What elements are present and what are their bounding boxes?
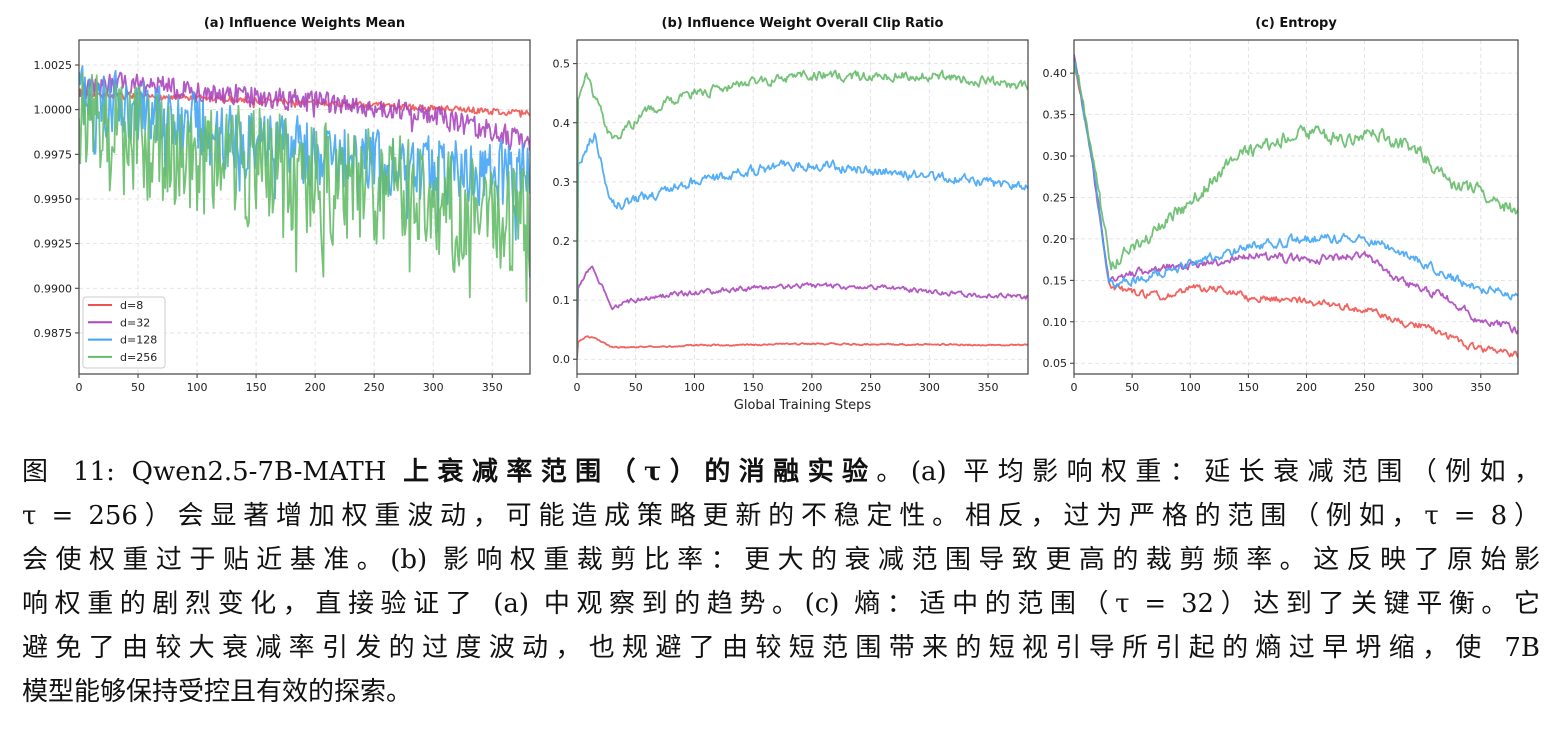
chart-title: (b) Influence Weight Overall Clip Ratio: [662, 16, 944, 31]
legend-label: d=128: [120, 334, 157, 347]
x-tick-label: 50: [629, 381, 643, 394]
series-line-d-32: [1074, 54, 1518, 335]
y-tick-label: 0.9925: [34, 238, 73, 251]
caption-bold-text: 上衰减率范围（τ）的消融实验: [403, 457, 877, 487]
y-tick-label: 0.9900: [34, 282, 73, 295]
figure-caption: 图 11: Qwen2.5-7B-MATH 上衰减率范围（τ）的消融实验。(a)…: [22, 450, 1540, 714]
axes-frame: [576, 39, 1029, 375]
legend-label: d=8: [120, 299, 143, 312]
series-line-d-256: [577, 69, 1028, 360]
caption-text: 图 11: Qwen2.5-7B-MATH: [22, 457, 404, 487]
caption-line: 响权重的剧烈变化，直接验证了 (a) 中观察到的趋势。(c) 熵：适中的范围（τ…: [22, 582, 1540, 626]
x-tick-label: 100: [684, 381, 705, 394]
x-tick-label: 0: [76, 381, 83, 394]
x-tick-label: 350: [482, 381, 503, 394]
x-tick-label: 200: [1296, 381, 1317, 394]
x-tick-label: 250: [860, 381, 881, 394]
caption-text: τ = 256）会显著增加权重波动，可能造成策略更新的不稳定性。相反，过为严格的…: [22, 501, 1540, 531]
series-group: [1074, 54, 1518, 358]
series-line-d-128: [79, 65, 530, 241]
y-tick-label: 0.2: [553, 235, 571, 248]
y-tick-label: 0.15: [1043, 274, 1068, 287]
x-tick-label: 0: [1071, 381, 1078, 394]
x-tick-label: 200: [801, 381, 822, 394]
caption-text: 响权重的剧烈变化，直接验证了 (a) 中观察到的趋势。(c) 熵：适中的范围（τ…: [22, 589, 1540, 619]
chart-title: (a) Influence Weights Mean: [204, 16, 405, 31]
y-tick-label: 1.0025: [34, 59, 73, 72]
x-tick-label: 300: [919, 381, 940, 394]
caption-line: 模型能够保持受控且有效的探索。: [22, 670, 1540, 714]
x-axis-label: Global Training Steps: [734, 398, 872, 413]
x-tick-label: 350: [1470, 381, 1491, 394]
legend-label: d=256: [120, 351, 157, 364]
caption-line: τ = 256）会显著增加权重波动，可能造成策略更新的不稳定性。相反，过为严格的…: [22, 494, 1540, 538]
x-tick-label: 200: [305, 381, 326, 394]
x-tick-label: 350: [978, 381, 999, 394]
series-group: [79, 65, 530, 303]
x-tick-label: 250: [1354, 381, 1375, 394]
series-line-d-128: [577, 132, 1028, 360]
series-group: [577, 69, 1028, 360]
chart-panel-2: (c) Entropy 0 50 100 150 200 250 300 350 0.05 0.10…: [1043, 16, 1519, 394]
x-tick-label: 50: [1125, 381, 1139, 394]
y-tick-label: 0.9975: [34, 148, 73, 161]
y-tick-label: 0.40: [1043, 67, 1068, 80]
caption-line: 会使权重过于贴近基准。(b) 影响权重裁剪比率：更大的衰减范围导致更高的裁剪频率…: [22, 538, 1540, 582]
series-line-d-8: [577, 335, 1028, 360]
y-tick-label: 1.0000: [34, 104, 73, 117]
chart-title: (c) Entropy: [1255, 16, 1337, 31]
chart-panel-0: (a) Influence Weights Mean 0 50 100 150 200 25…: [34, 16, 531, 394]
y-tick-label: 0.20: [1043, 233, 1068, 246]
chart-panel-1: (b) Influence Weight Overall Clip Ratio 0…: [553, 16, 1029, 413]
caption-text: 模型能够保持受控且有效的探索。: [22, 677, 413, 707]
x-tick-label: 0: [574, 381, 581, 394]
series-line-d-256: [79, 72, 530, 303]
caption-text: 避免了由较大衰减率引发的过度波动，也规避了由较短范围带来的短视引导所引起的熵过早…: [22, 633, 1540, 663]
y-tick-label: 0.9875: [34, 327, 73, 340]
y-tick-label: 0.3: [553, 176, 571, 189]
caption-text: 会使权重过于贴近基准。(b) 影响权重裁剪比率：更大的衰减范围导致更高的裁剪频率…: [22, 545, 1540, 575]
x-tick-label: 100: [187, 381, 208, 394]
x-tick-label: 300: [423, 381, 444, 394]
y-tick-label: 0.25: [1043, 191, 1068, 204]
series-line-d-128: [1074, 59, 1518, 301]
y-tick-label: 0.35: [1043, 109, 1068, 122]
figure-charts: (a) Influence Weights Mean 0 50 100 150 200 25…: [34, 16, 1519, 413]
x-tick-label: 300: [1412, 381, 1433, 394]
legend-box: [82, 296, 166, 369]
y-tick-label: 0.10: [1043, 316, 1068, 329]
y-tick-label: 0.1: [553, 294, 571, 307]
series-line-d-8: [1074, 58, 1518, 358]
x-tick-label: 250: [364, 381, 385, 394]
caption-line: 避免了由较大衰减率引发的过度波动，也规避了由较短范围带来的短视引导所引起的熵过早…: [22, 626, 1540, 670]
y-tick-label: 0.4: [553, 117, 571, 130]
y-tick-label: 0.05: [1043, 357, 1068, 370]
series-line-d-256: [1074, 61, 1518, 271]
series-line-d-32: [79, 71, 530, 152]
axes-frame: [1073, 39, 1519, 375]
y-tick-label: 0.0: [553, 353, 571, 366]
y-tick-label: 0.9950: [34, 193, 73, 206]
x-tick-label: 150: [1238, 381, 1259, 394]
x-tick-label: 150: [246, 381, 267, 394]
y-tick-label: 0.30: [1043, 150, 1068, 163]
series-line-d-32: [577, 265, 1028, 360]
y-tick-label: 0.5: [553, 58, 571, 71]
caption-text: 。(a) 平均影响权重：延长衰减范围（例如，: [876, 457, 1540, 487]
x-tick-label: 50: [131, 381, 145, 394]
axes-frame: [78, 39, 531, 375]
x-tick-label: 150: [743, 381, 764, 394]
caption-line: 图 11: Qwen2.5-7B-MATH 上衰减率范围（τ）的消融实验。(a)…: [22, 450, 1540, 494]
x-tick-label: 100: [1180, 381, 1201, 394]
legend-label: d=32: [120, 316, 150, 329]
legend: d=8 d=32 d=128 d=256: [82, 296, 166, 369]
